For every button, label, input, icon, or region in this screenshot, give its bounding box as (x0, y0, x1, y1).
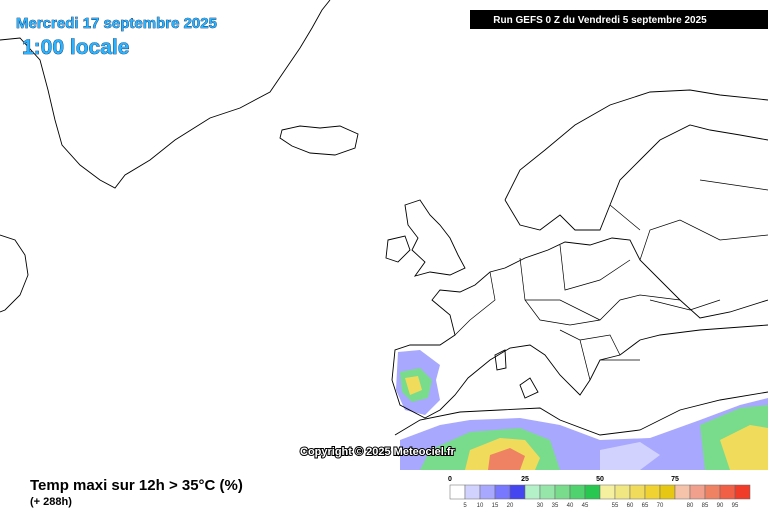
coastline (391, 237, 768, 419)
legend-minor-label: 10 (477, 503, 484, 509)
legend-major-label: 25 (521, 476, 529, 483)
border (454, 179, 768, 381)
time: 1:00 locale (22, 36, 129, 59)
legend-swatch (569, 484, 586, 500)
legend: 0 25 50 75 5 10 15 20 30 35 40 45 55 60 65 70 80 85 90 95 (448, 476, 751, 509)
map-background (0, 0, 768, 470)
legend-swatch (704, 484, 721, 500)
legend-swatch (494, 484, 511, 500)
legend-minor-label: 65 (642, 503, 649, 509)
coastline (504, 124, 768, 231)
legend-major-label: 50 (596, 476, 604, 483)
coastline (519, 377, 539, 399)
patch (720, 425, 768, 470)
legend-swatch (479, 484, 496, 500)
legend-minor-label: 55 (612, 503, 619, 509)
legend-swatch (629, 484, 646, 500)
coastline (404, 199, 466, 277)
coastline (0, 234, 29, 313)
legend-swatch (509, 484, 526, 500)
coastline (504, 89, 768, 201)
patch (488, 448, 525, 470)
legend-swatch (614, 484, 631, 500)
legend-swatch (524, 484, 541, 500)
lead-time: (+ 288h) (30, 496, 72, 508)
legend-minor-label: 20 (507, 503, 514, 509)
patch (405, 376, 422, 395)
legend-major-label: 0 (448, 476, 452, 483)
legend-minor-label: 70 (657, 503, 664, 509)
legend-minor-label: 90 (717, 503, 724, 509)
legend-minor-label: 60 (627, 503, 634, 509)
legend-minor-label: 95 (732, 503, 739, 509)
legend-major-label: 75 (671, 476, 679, 483)
run-box (470, 10, 768, 29)
legend-minor-label: 30 (537, 503, 544, 509)
legend-minor-label: 35 (552, 503, 559, 509)
coastline (279, 125, 359, 156)
legend-swatch (674, 484, 691, 500)
patch (600, 442, 660, 470)
legend-swatch (584, 484, 601, 500)
run: Run GEFS 0 Z du Vendredi 5 septembre 202… (493, 15, 707, 26)
coastline (494, 349, 507, 371)
map (0, 0, 768, 470)
legend-minor-label: 80 (687, 503, 694, 509)
footer-title: Temp maxi sur 12h > 35°C (%) (30, 477, 243, 494)
coastline (385, 235, 411, 263)
legend-minor-label: 15 (492, 503, 499, 509)
legend-swatch (554, 484, 571, 500)
legend-swatch (734, 484, 751, 500)
legend-swatch (659, 484, 676, 500)
legend-minor-label: 5 (463, 503, 467, 509)
coastline (0, 0, 331, 189)
legend-minor-label: 40 (567, 503, 574, 509)
date: Mercredi 17 septembre 2025 (16, 15, 217, 32)
coastline (394, 391, 768, 436)
legend-swatch (539, 484, 556, 500)
legend-swatch (464, 484, 481, 500)
legend-swatch (599, 484, 616, 500)
legend-swatch (449, 484, 466, 500)
legend-minor-label: 85 (702, 503, 709, 509)
legend-minor-label: 45 (582, 503, 589, 509)
legend-swatch (644, 484, 661, 500)
legend-swatch (719, 484, 736, 500)
legend-swatch (689, 484, 706, 500)
copyright: Copyright © 2025 Meteociel.fr (300, 446, 456, 458)
